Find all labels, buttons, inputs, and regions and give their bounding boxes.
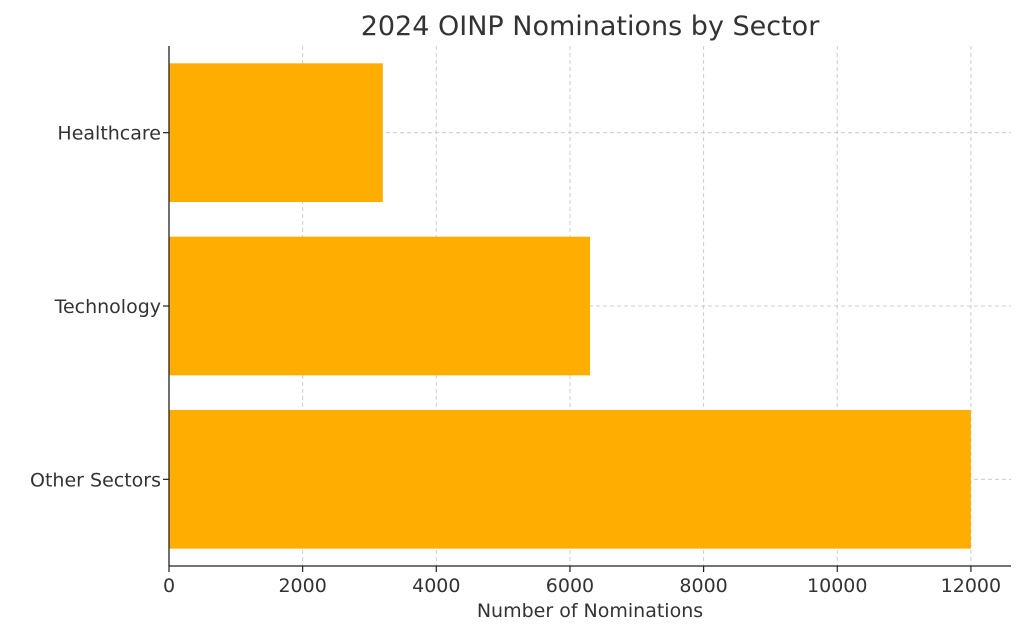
x-tick-label: 6000 xyxy=(546,575,594,597)
x-tick-label: 8000 xyxy=(679,575,727,597)
x-tick-label: 0 xyxy=(163,575,175,597)
bar-other-sectors xyxy=(169,410,971,549)
ticks: 0 2000 4000 6000 8000 10000 12000 Healthcare Tec… xyxy=(30,123,1001,597)
x-tick-label: 4000 xyxy=(412,575,460,597)
y-tick-label: Healthcare xyxy=(57,123,161,145)
y-tick-label: Technology xyxy=(54,296,161,318)
bar-technology xyxy=(169,236,590,376)
x-tick-label: 2000 xyxy=(278,575,326,597)
chart-title: 2024 OINP Nominations by Sector xyxy=(361,11,821,42)
bar-healthcare xyxy=(169,63,383,203)
x-tick-label: 12000 xyxy=(941,575,1001,597)
x-tick-label: 10000 xyxy=(807,575,867,597)
y-tick-label: Other Sectors xyxy=(30,469,161,491)
bars xyxy=(169,63,971,549)
x-axis-label: Number of Nominations xyxy=(477,600,703,622)
